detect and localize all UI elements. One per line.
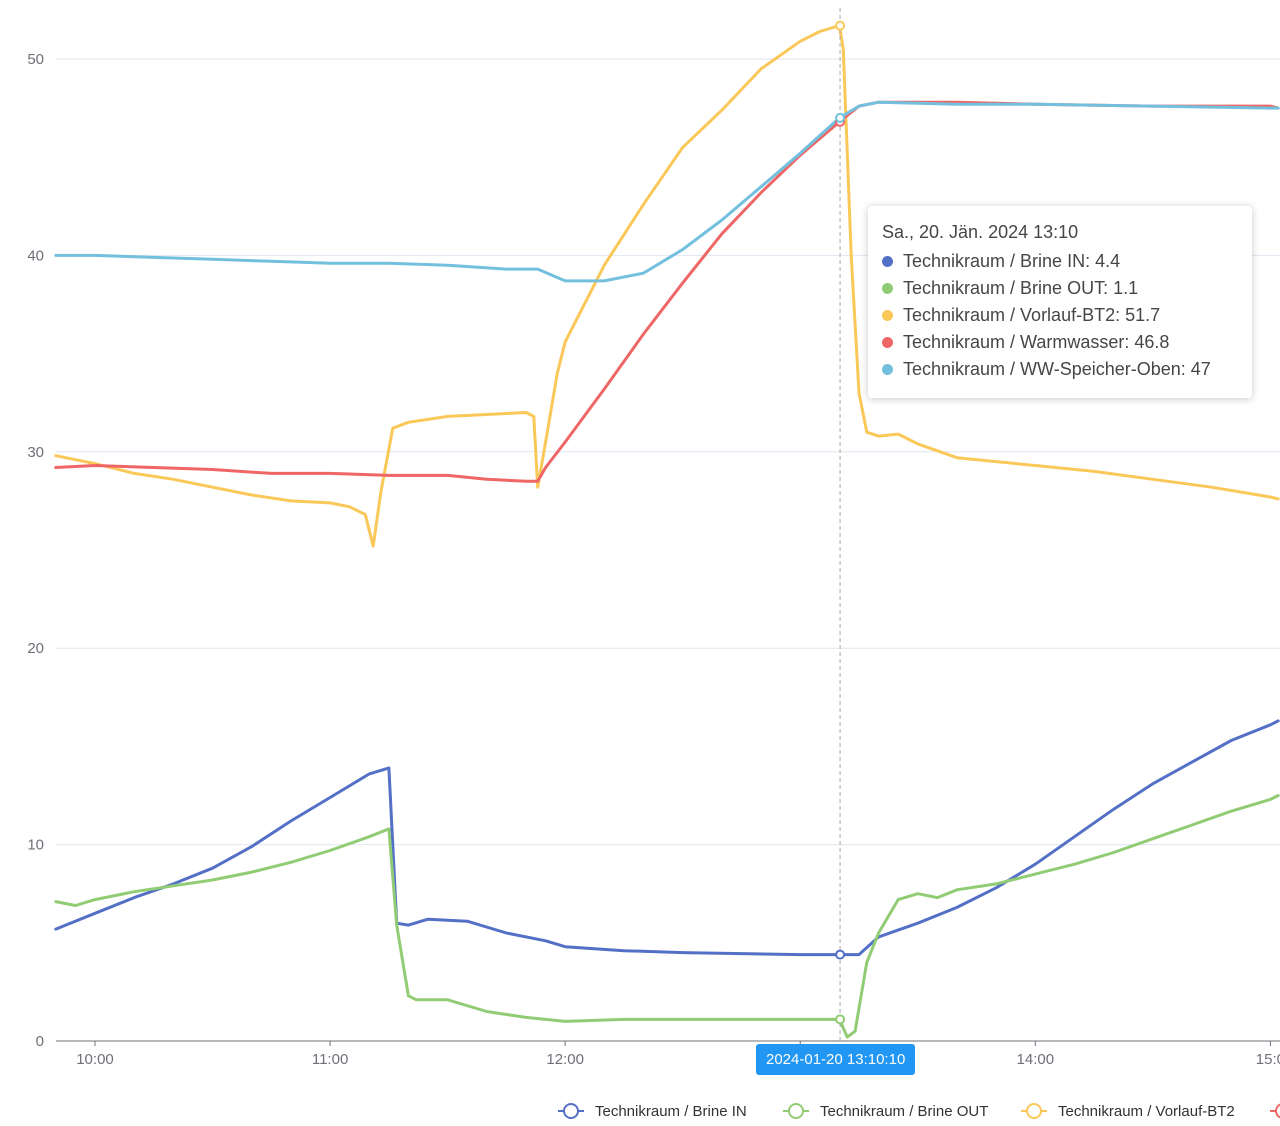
x-tick-label: 11:00 <box>312 1051 348 1068</box>
cursor-markers <box>835 20 846 1025</box>
y-axis-labels: 0 10 20 30 40 50 <box>27 51 44 1050</box>
series-dot-icon <box>882 364 893 375</box>
series-line <box>54 719 1280 957</box>
x-tick-label: 10:00 <box>76 1051 114 1068</box>
tooltip-row-vorlauf: Technikraum / Vorlauf-BT2: 51.7 <box>882 302 1238 329</box>
y-tick-label: 40 <box>27 247 44 264</box>
series-dot-icon <box>882 310 893 321</box>
legend-item[interactable]: Technikraum / Vorlauf-BT2 <box>1021 1103 1235 1120</box>
legend-circle-icon <box>563 1103 579 1119</box>
x-tick-label: 14:00 <box>1017 1051 1055 1068</box>
legend-label: Technikraum / Vorlauf-BT2 <box>1058 1103 1235 1120</box>
series-dot-icon <box>882 337 893 348</box>
y-tick-label: 0 <box>36 1033 44 1050</box>
series-lines <box>54 24 1280 1039</box>
tooltip-row-text: Technikraum / Vorlauf-BT2: 51.7 <box>903 305 1161 325</box>
tooltip-row-ww-speicher: Technikraum / WW-Speicher-Oben: 47 <box>882 356 1238 383</box>
x-tick-label: 15:0 <box>1256 1051 1280 1068</box>
legend[interactable]: Technikraum / Brine IN Technikraum / Brin… <box>558 1103 1280 1120</box>
cursor-marker <box>835 1014 846 1025</box>
cursor-marker <box>835 949 846 960</box>
legend-item[interactable]: Technikraum / Brine IN <box>558 1103 747 1120</box>
series-line <box>54 24 1280 548</box>
tooltip-row-brine-in: Technikraum / Brine IN: 4.4 <box>882 248 1238 275</box>
cursor-marker <box>835 112 846 123</box>
legend-circle-icon <box>1026 1103 1042 1119</box>
legend-label: Technikraum / Brine OUT <box>820 1103 988 1120</box>
tooltip: Sa., 20. Jän. 2024 13:10 Technikraum / B… <box>868 206 1252 398</box>
x-axis: 10:00 11:00 12:00 14:00 15:0 <box>56 1040 1280 1068</box>
legend-circle-icon <box>788 1103 804 1119</box>
y-tick-label: 10 <box>27 837 44 854</box>
cursor-marker <box>835 20 846 31</box>
axis-pointer-label: 2024-01-20 13:10:10 <box>756 1044 916 1075</box>
tooltip-row-text: Technikraum / Brine OUT: 1.1 <box>903 278 1139 298</box>
tooltip-title: Sa., 20. Jän. 2024 13:10 <box>882 222 1079 242</box>
tooltip-row-brine-out: Technikraum / Brine OUT: 1.1 <box>882 275 1238 302</box>
x-tick-label: 12:00 <box>546 1051 584 1068</box>
legend-item[interactable]: Technikraum / Brine OUT <box>783 1103 988 1120</box>
y-tick-label: 30 <box>27 444 44 461</box>
series-dot-icon <box>882 256 893 267</box>
series-line <box>54 100 1280 283</box>
tooltip-row-text: Technikraum / WW-Speicher-Oben: 47 <box>903 359 1211 379</box>
tooltip-row-warmwasser: Technikraum / Warmwasser: 46.8 <box>882 329 1238 356</box>
tooltip-row-text: Technikraum / Warmwasser: 46.8 <box>903 332 1170 352</box>
series-line <box>54 794 1280 1039</box>
y-tick-label: 50 <box>27 51 44 68</box>
grid-lines <box>56 58 1280 846</box>
tooltip-row-text: Technikraum / Brine IN: 4.4 <box>903 251 1121 271</box>
y-tick-label: 20 <box>27 640 44 657</box>
legend-circle-icon <box>1275 1103 1280 1119</box>
legend-item[interactable] <box>1270 1103 1280 1119</box>
series-dot-icon <box>882 283 893 294</box>
legend-label: Technikraum / Brine IN <box>595 1103 747 1120</box>
